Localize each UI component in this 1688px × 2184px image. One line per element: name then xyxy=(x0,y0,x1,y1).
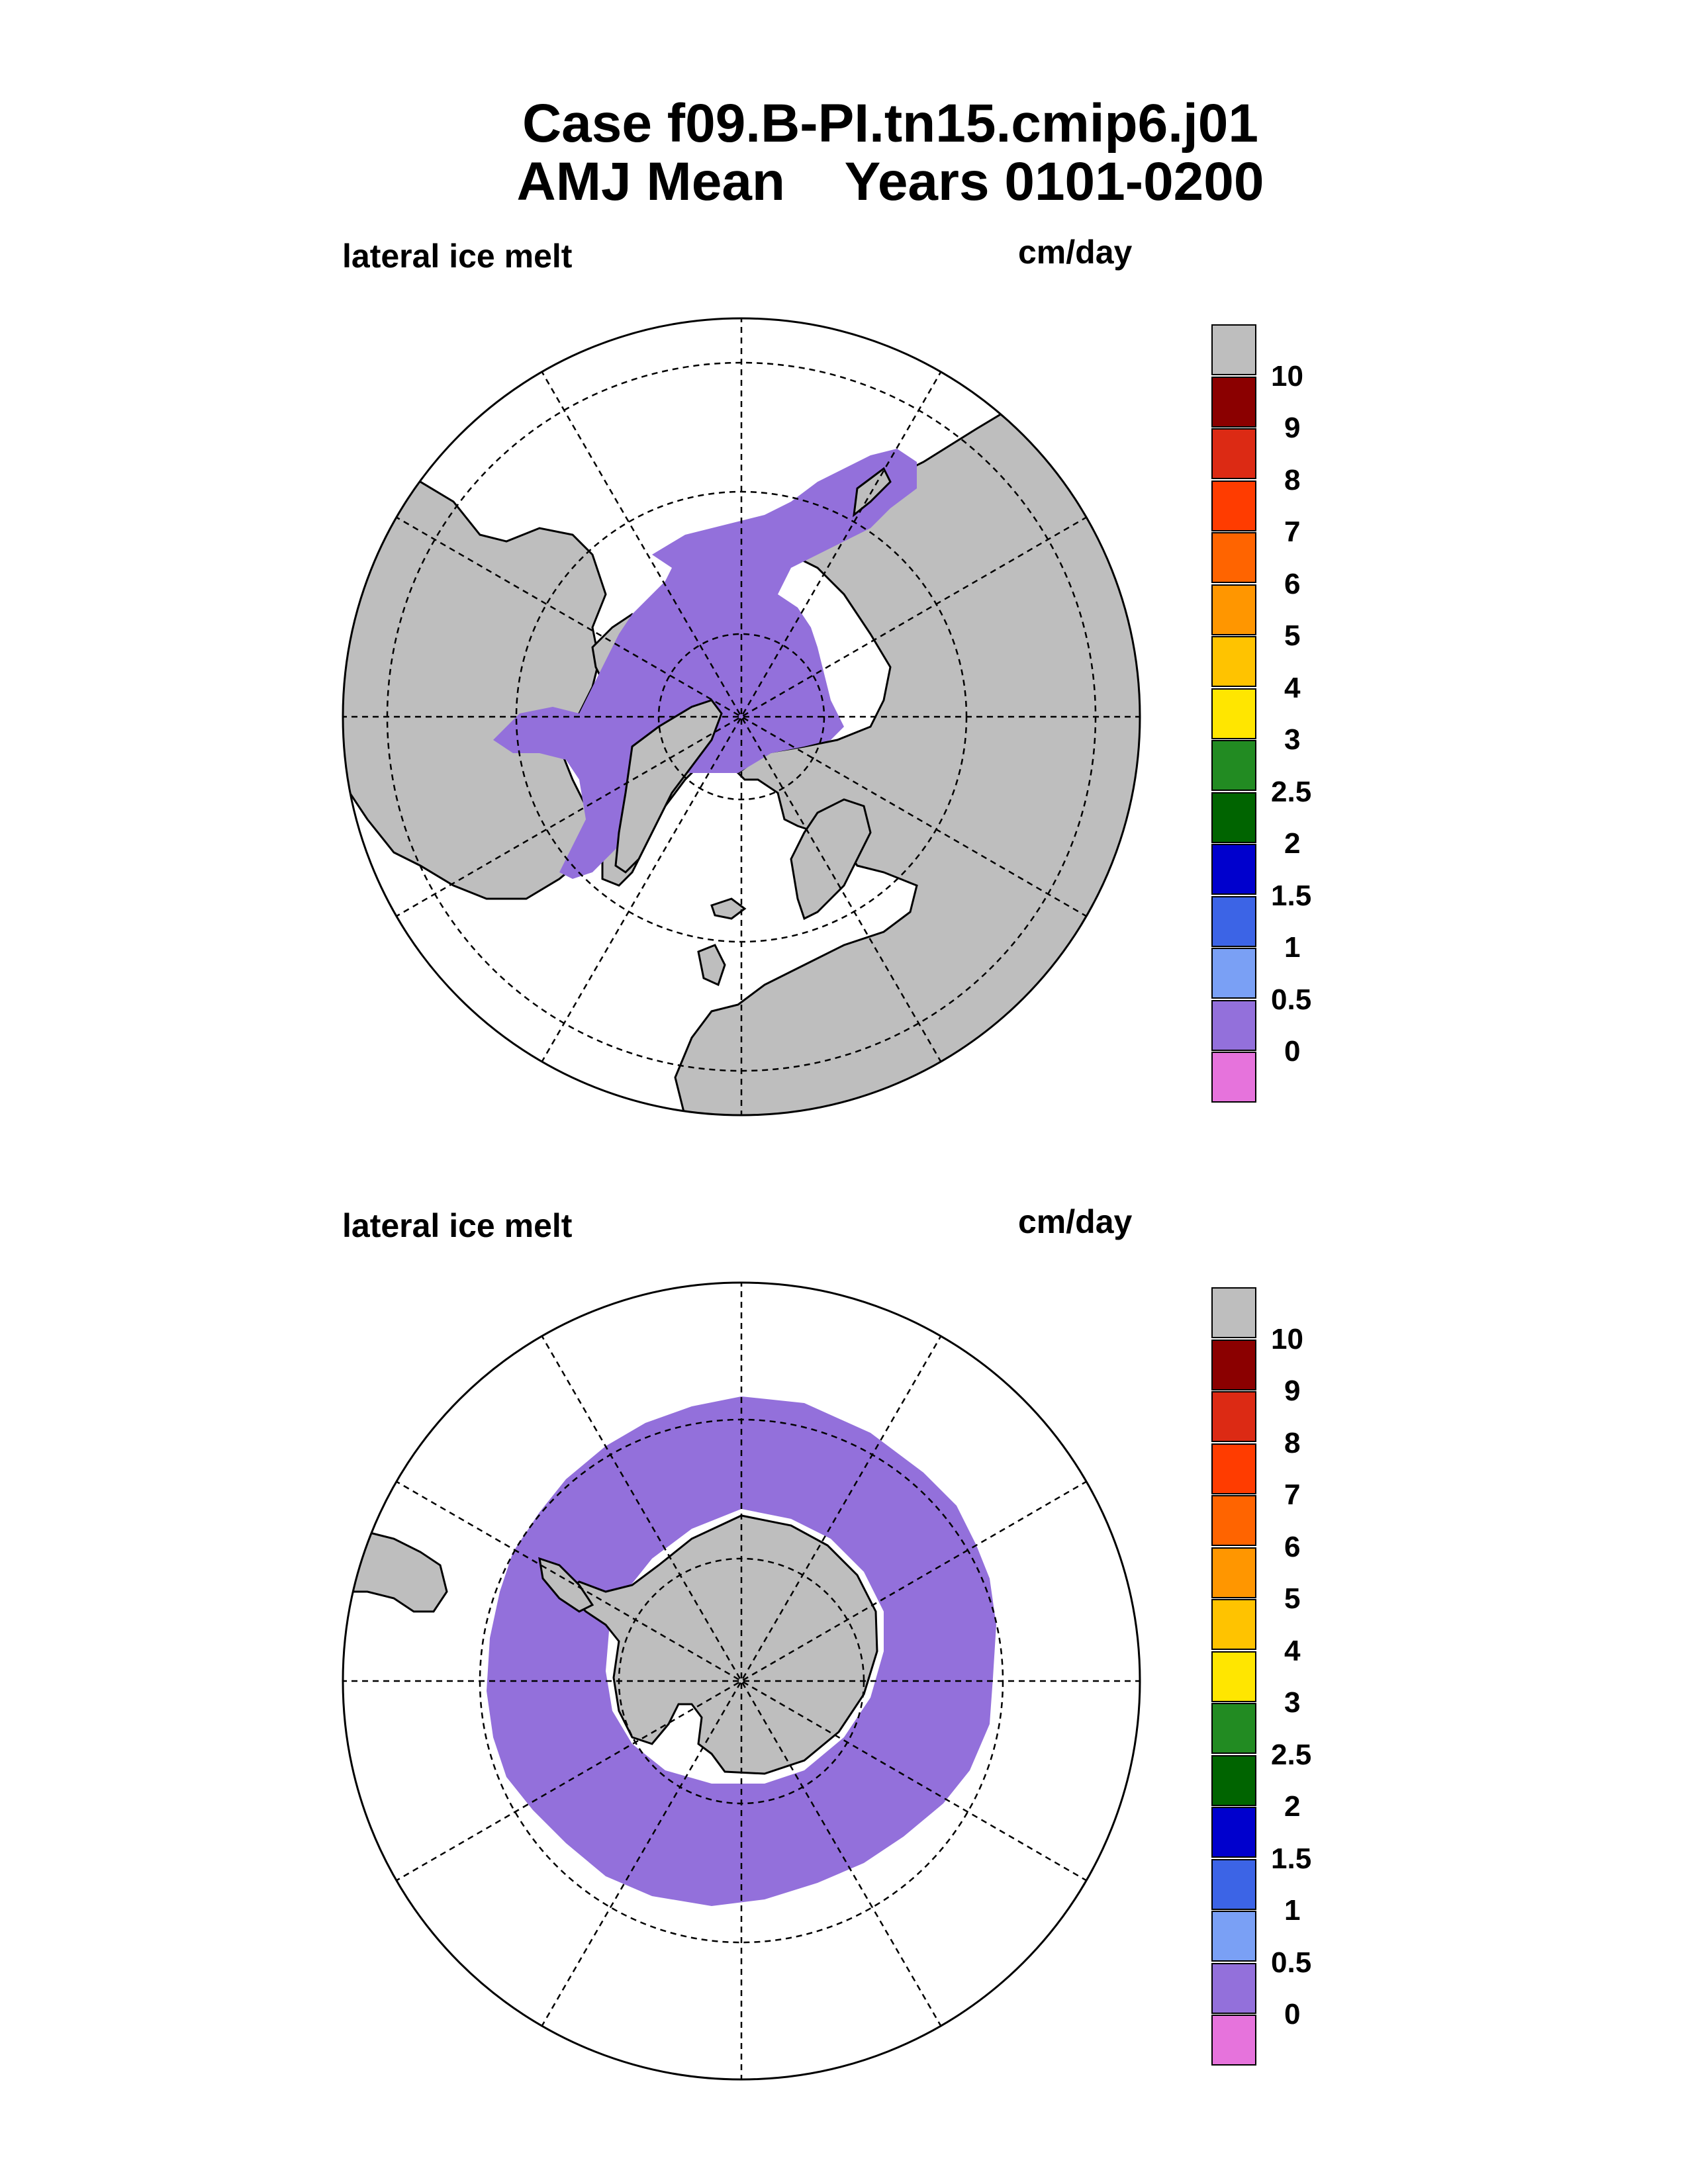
colorbar-swatch xyxy=(1211,1339,1256,1390)
colorbar-tick-label: 2.5 xyxy=(1271,1738,1312,1771)
colorbar-tick-label: 5 xyxy=(1284,619,1301,652)
colorbar-swatch xyxy=(1211,895,1256,947)
north-variable-label: lateral ice melt xyxy=(342,238,573,275)
colorbar-tick-label: 1 xyxy=(1284,931,1301,964)
colorbar-swatch xyxy=(1211,1443,1256,1494)
colorbar-swatch xyxy=(1211,1807,1256,1858)
south-graticule xyxy=(343,1283,1140,2079)
colorbar-swatch xyxy=(1211,1911,1256,1962)
colorbar-swatch xyxy=(1211,1052,1256,1103)
colorbar-swatch xyxy=(1211,1858,1256,1910)
colorbar-swatch xyxy=(1211,532,1256,583)
colorbar-swatch xyxy=(1211,1391,1256,1442)
colorbar-swatch xyxy=(1211,480,1256,531)
north-polar-map xyxy=(342,317,1141,1116)
colorbar-tick-label: 5 xyxy=(1284,1582,1301,1615)
colorbar-swatch xyxy=(1211,1651,1256,1702)
south-polar-map xyxy=(342,1281,1141,2081)
north-land-greenland-top xyxy=(614,699,723,874)
colorbar-tick-label: 1.5 xyxy=(1271,1842,1312,1875)
north-land-british-isles xyxy=(697,944,726,987)
colorbar-tick-label: 4 xyxy=(1284,1634,1301,1667)
colorbar-tick-label: 7 xyxy=(1284,516,1301,548)
plot-title-line-1: Case f09.B-PI.tn15.cmip6.j01 xyxy=(522,93,1259,154)
colorbar-tick-label: 6 xyxy=(1284,1530,1301,1563)
south-units-label: cm/day xyxy=(1018,1203,1133,1240)
colorbar-swatch xyxy=(1211,636,1256,687)
colorbar-tick-label: 6 xyxy=(1284,567,1301,600)
colorbar-swatch xyxy=(1211,1495,1256,1546)
colorbar-swatch xyxy=(1211,948,1256,999)
north-graticule xyxy=(343,318,1140,1115)
colorbar-tick-label: 4 xyxy=(1284,671,1301,704)
north-units-label: cm/day xyxy=(1018,234,1133,271)
colorbar-swatch xyxy=(1211,428,1256,479)
north-land-iceland xyxy=(710,897,747,920)
plot-title-line-2: AMJ Mean Years 0101-0200 xyxy=(516,152,1264,212)
colorbar-tick-label: 9 xyxy=(1284,412,1301,444)
colorbar-tick-label: 0 xyxy=(1284,1998,1301,2030)
colorbar-swatch xyxy=(1211,740,1256,791)
colorbar-tick-label: 10 xyxy=(1271,1322,1303,1355)
north-land-scandinavia xyxy=(790,798,872,921)
colorbar-tick-label: 2 xyxy=(1284,827,1301,860)
colorbar-tick-label: 8 xyxy=(1284,1426,1301,1459)
colorbar-swatch xyxy=(1211,1962,1256,2014)
colorbar-swatch xyxy=(1211,584,1256,635)
colorbar-tick-label: 3 xyxy=(1284,1686,1301,1719)
colorbar-tick-label: 8 xyxy=(1284,463,1301,496)
south-land-antarctica xyxy=(564,1514,878,1775)
colorbar-tick-label: 0.5 xyxy=(1271,1946,1312,1979)
colorbar-tick-label: 3 xyxy=(1284,723,1301,756)
south-land-south-america xyxy=(343,1531,448,1613)
colorbar-tick-label: 10 xyxy=(1271,359,1303,392)
colorbar-swatch xyxy=(1211,792,1256,843)
colorbar-tick-label: 1 xyxy=(1284,1894,1301,1927)
colorbar-swatch xyxy=(1211,1287,1256,1338)
north-sea-ice xyxy=(493,449,917,879)
colorbar-swatch xyxy=(1211,2015,1256,2066)
colorbar-tick-label: 2 xyxy=(1284,1790,1301,1823)
colorbar-tick-label: 0.5 xyxy=(1271,983,1312,1016)
colorbar-tick-label: 0 xyxy=(1284,1035,1301,1068)
colorbar-tick-label: 7 xyxy=(1284,1479,1301,1511)
colorbar-tick-label: 9 xyxy=(1284,1375,1301,1407)
south-sea-ice xyxy=(487,1396,996,1906)
colorbar-swatch xyxy=(1211,324,1256,375)
colorbar-swatch xyxy=(1211,376,1256,428)
south-variable-label: lateral ice melt xyxy=(342,1207,573,1244)
north-land-north-america xyxy=(343,480,607,900)
colorbar-tick-label: 2.5 xyxy=(1271,775,1312,808)
colorbar-swatch xyxy=(1211,1703,1256,1754)
colorbar-swatch xyxy=(1211,688,1256,739)
colorbar-swatch xyxy=(1211,1754,1256,1806)
colorbar-tick-label: 1.5 xyxy=(1271,879,1312,912)
colorbar-swatch xyxy=(1211,844,1256,895)
colorbar-swatch xyxy=(1211,1547,1256,1598)
colorbar-swatch xyxy=(1211,999,1256,1051)
colorbar-swatch xyxy=(1211,1599,1256,1650)
